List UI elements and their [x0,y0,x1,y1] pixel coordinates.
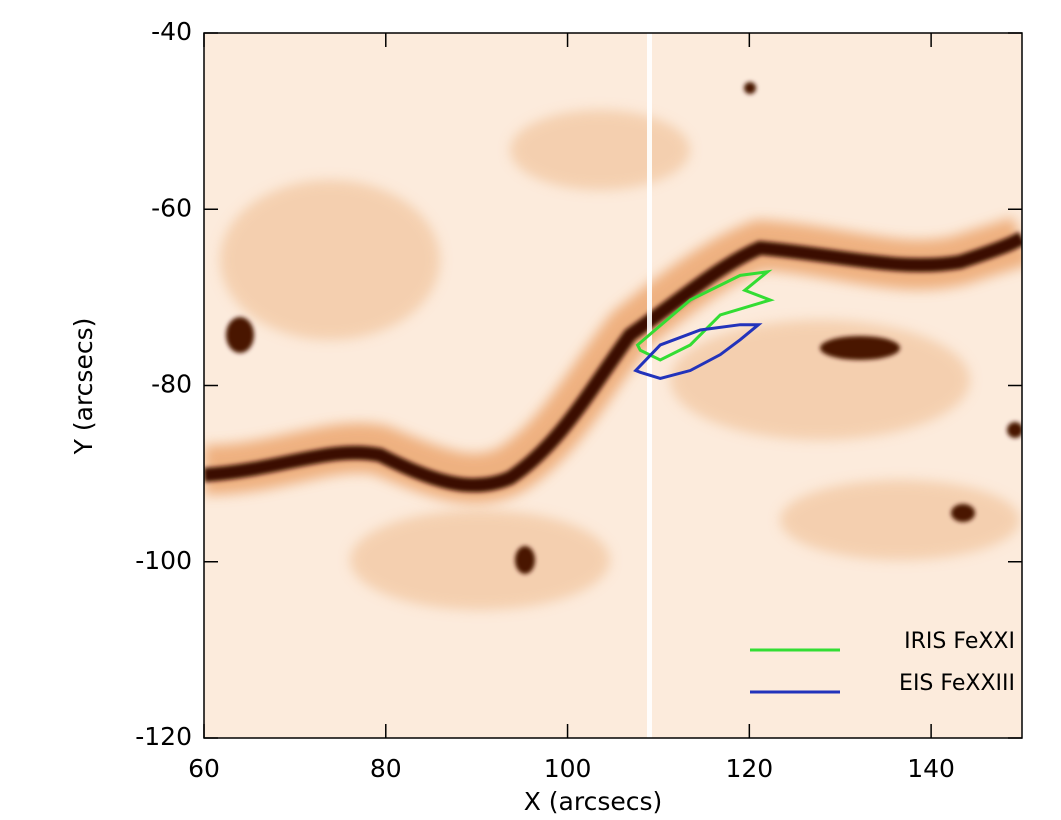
y-tick-label: -40 [151,17,192,46]
y-tick-label: -100 [135,546,192,575]
contour-line [633,323,763,381]
y-tick-label: -120 [135,722,192,751]
contour-line [635,269,775,362]
x-tick-label: 60 [188,754,220,783]
x-tick-label: 100 [544,754,592,783]
x-axis-label: X (arcsecs) [524,787,663,816]
x-tick-label: 80 [370,754,402,783]
y-tick-label: -80 [151,370,192,399]
legend-label: EIS FeXXIII [899,671,1015,696]
y-tick-label: -60 [151,193,192,222]
solar-image [204,33,1022,738]
legend-label: IRIS FeXXI [904,629,1015,654]
x-tick-label: 120 [725,754,773,783]
y-axis-label: Y (arcsecs) [69,318,98,456]
x-tick-label: 140 [907,754,955,783]
